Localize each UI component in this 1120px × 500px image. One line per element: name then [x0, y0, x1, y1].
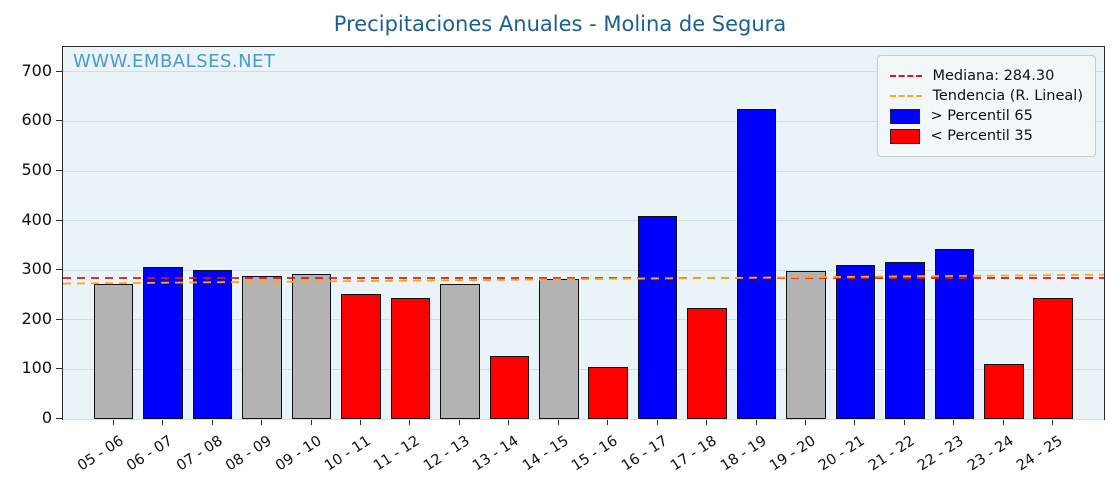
bar — [143, 267, 183, 419]
y-tick-mark — [56, 170, 62, 171]
y-tick-label: 100 — [21, 358, 52, 378]
y-tick-mark — [56, 70, 62, 72]
y-tick-label: 600 — [21, 110, 52, 130]
gridline — [63, 269, 1104, 271]
x-tick-mark — [261, 420, 263, 425]
x-tick-mark — [903, 420, 905, 425]
legend-item-median: Mediana: 284.30 — [890, 68, 1083, 84]
y-tick-mark — [56, 418, 62, 419]
gridline — [63, 120, 1104, 122]
bar — [885, 262, 925, 419]
x-tick-mark — [755, 420, 757, 425]
bar — [291, 274, 332, 419]
chart-title: Precipitaciones Anuales - Molina de Segu… — [333, 12, 787, 36]
median-line-swatch — [890, 75, 923, 77]
y-tick-mark — [56, 368, 62, 370]
bar — [1033, 298, 1074, 419]
bar — [242, 276, 282, 419]
bar — [93, 284, 134, 419]
p65-patch-swatch — [890, 108, 921, 124]
y-tick-label: 0 — [41, 408, 52, 427]
x-tick-label: 05 - 06 — [74, 433, 127, 475]
bar — [538, 279, 579, 419]
x-tick-mark — [607, 420, 609, 425]
bar — [440, 284, 480, 419]
bar — [736, 109, 777, 419]
y-tick-mark — [56, 269, 62, 271]
legend-box: Mediana: 284.30 Tendencia (R. Lineal) > … — [877, 55, 1096, 157]
bar — [687, 308, 727, 419]
y-tick-mark — [56, 219, 62, 221]
x-tick-mark — [805, 420, 807, 425]
y-tick-label: 500 — [21, 160, 52, 179]
x-tick-mark — [211, 420, 213, 425]
x-tick-mark — [656, 420, 658, 425]
watermark-text: WWW.EMBALSES.NET — [73, 51, 276, 72]
y-tick-label: 300 — [21, 259, 52, 279]
x-tick-mark — [458, 420, 460, 425]
gridline — [63, 170, 1104, 172]
gridline — [63, 368, 1104, 370]
y-tick-mark — [56, 318, 62, 320]
legend-median-label: Mediana: 284.30 — [932, 68, 1055, 84]
x-tick-mark — [953, 420, 955, 425]
y-tick-label: 200 — [21, 308, 52, 328]
x-tick-mark — [1052, 420, 1054, 425]
legend-item-p65: > Percentil 65 — [890, 108, 1083, 124]
gridline — [63, 319, 1104, 321]
bar — [192, 270, 233, 419]
x-tick-mark — [706, 420, 708, 425]
x-tick-mark — [112, 420, 114, 425]
legend-item-p35: < Percentil 35 — [890, 128, 1083, 144]
x-tick-mark — [854, 420, 856, 425]
x-tick-mark — [557, 420, 559, 425]
y-tick-label: 400 — [21, 209, 52, 229]
plot-area: WWW.EMBALSES.NET Mediana: 284.30 Tendenc… — [62, 46, 1105, 420]
y-tick-mark — [56, 120, 62, 122]
bar — [341, 294, 381, 419]
p35-patch-swatch — [890, 128, 921, 144]
gridline — [63, 220, 1104, 222]
bar — [390, 298, 431, 419]
x-tick-mark — [162, 420, 164, 425]
y-tick-label: 700 — [21, 60, 52, 80]
x-tick-mark — [310, 420, 312, 425]
bar — [588, 367, 628, 419]
legend-item-trend: Tendencia (R. Lineal) — [890, 88, 1083, 104]
bar — [489, 356, 530, 419]
x-axis-labels: 05 - 06 06 - 07 07 - 08 08 - 09 09 - 10 10 - … — [62, 423, 1105, 498]
legend-p35-label: < Percentil 35 — [930, 128, 1033, 144]
gridline — [63, 71, 1104, 73]
bar — [637, 216, 678, 419]
bar — [835, 265, 876, 419]
gridline — [63, 418, 1104, 420]
x-tick-mark — [409, 420, 411, 425]
x-tick-mark — [508, 420, 510, 425]
trend-line-swatch — [890, 95, 923, 97]
bar — [984, 364, 1024, 419]
bar — [934, 249, 975, 419]
legend-p65-label: > Percentil 65 — [930, 108, 1033, 124]
x-tick-mark — [1002, 420, 1004, 425]
legend-trend-label: Tendencia (R. Lineal) — [932, 88, 1083, 104]
x-tick-mark — [359, 420, 361, 425]
bar — [786, 271, 826, 419]
